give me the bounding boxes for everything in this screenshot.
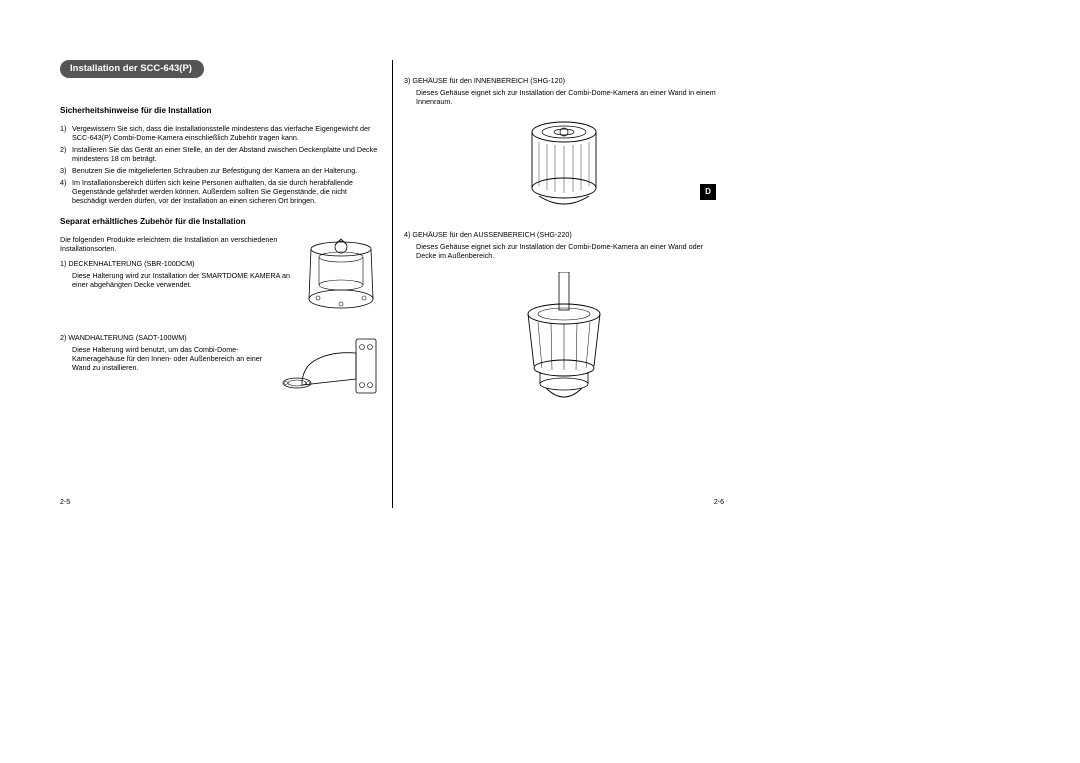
page-number-left: 2-5 xyxy=(60,499,70,508)
list-item: 4)Im Installationsbereich dürfen sich ke… xyxy=(60,178,380,205)
safety-list: 1)Vergewissern Sie sich, dass die Instal… xyxy=(60,124,380,205)
accessory-4: 4) GEHÄUSE für den AUSSENBEREICH (SHG-22… xyxy=(404,230,724,260)
list-item: 3)Benutzen Sie die mitgelieferten Schrau… xyxy=(60,166,380,175)
accessory-1-title: DECKENHALTERUNG (SBR-100DCM) xyxy=(68,259,194,268)
language-tab: D xyxy=(700,184,716,200)
accessory-2-title: WANDHALTERUNG (SADT-100WM) xyxy=(68,333,186,342)
accessory-3: 3) GEHÄUSE für den INNENBEREICH (SHG-120… xyxy=(404,76,724,106)
indoor-housing-icon xyxy=(404,118,724,216)
accessory-2-desc: Diese Halterung wird benutzt, um das Com… xyxy=(72,345,274,372)
accessory-2: 2) WANDHALTERUNG (SADT-100WM) Diese Halt… xyxy=(60,333,380,401)
wall-mount-icon xyxy=(280,333,380,401)
page-left: Installation der SCC-643(P) Sicherheitsh… xyxy=(48,60,392,508)
accessory-intro: Die folgenden Produkte erleichtern die I… xyxy=(60,235,296,253)
accessory-3-title: GEHÄUSE für den INNENBEREICH (SHG-120) xyxy=(412,76,565,85)
accessory-1-desc: Diese Halterung wird zur Installation de… xyxy=(72,271,296,289)
accessories-heading: Separat erhältliches Zubehör für die Ins… xyxy=(60,217,380,227)
page-right: 3) GEHÄUSE für den INNENBEREICH (SHG-120… xyxy=(392,60,736,508)
page-number-right: 2-6 xyxy=(714,499,724,508)
outdoor-housing-icon xyxy=(404,272,724,414)
list-item: 1)Vergewissern Sie sich, dass die Instal… xyxy=(60,124,380,142)
accessory-1: Die folgenden Produkte erleichtern die I… xyxy=(60,235,380,315)
page-divider xyxy=(392,60,393,508)
ceiling-mount-icon xyxy=(302,235,380,315)
list-item: 2)Installieren Sie das Gerät an einer St… xyxy=(60,145,380,163)
accessory-4-desc: Dieses Gehäuse eignet sich zur Installat… xyxy=(416,242,724,260)
chapter-title: Installation der SCC-643(P) xyxy=(60,60,204,78)
accessory-4-title: GEHÄUSE für den AUSSENBEREICH (SHG-220) xyxy=(412,230,571,239)
accessory-3-desc: Dieses Gehäuse eignet sich zur Installat… xyxy=(416,88,724,106)
safety-heading: Sicherheitshinweise für die Installation xyxy=(60,106,380,116)
